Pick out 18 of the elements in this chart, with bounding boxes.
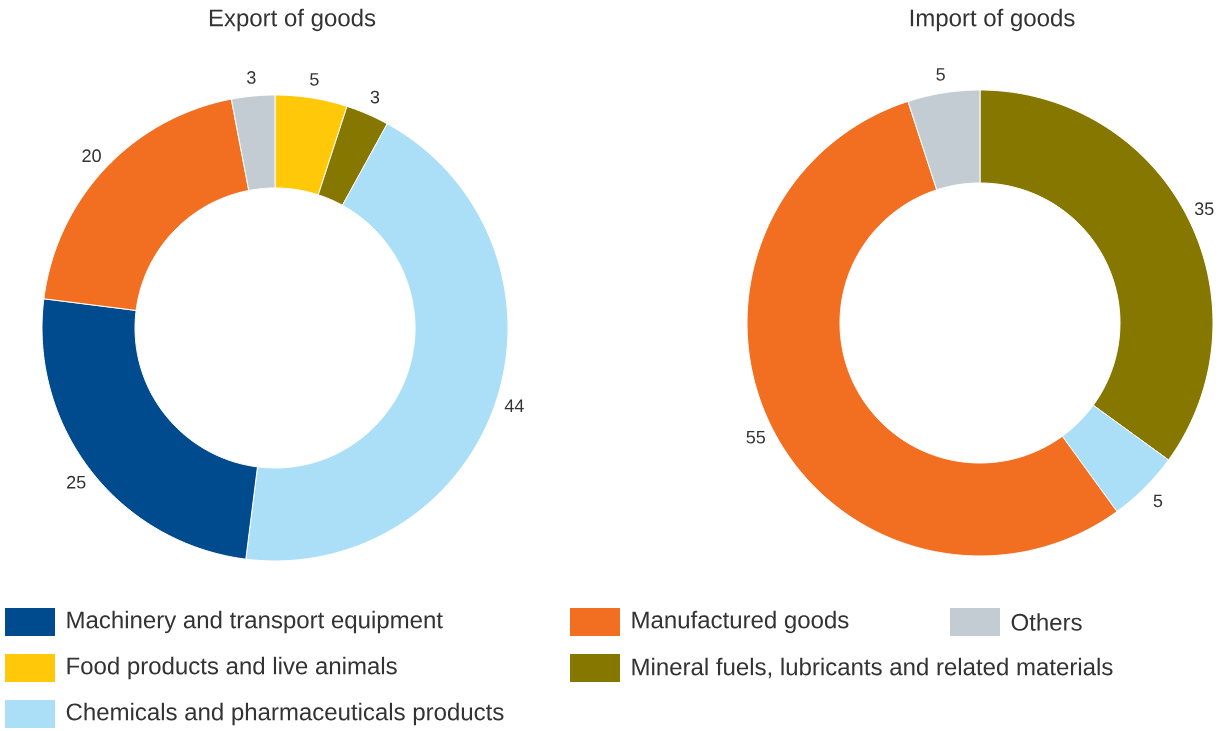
data-label: 55 [746, 430, 766, 444]
data-label: 3 [370, 90, 380, 104]
data-label: 5 [310, 73, 319, 86]
data-label: 20 [82, 149, 101, 163]
legend-label: Mineral fuels, lubricants and related materials [632, 657, 1113, 679]
chart-title: Export of goods [209, 8, 376, 32]
legend-label: Machinery and transport equipment [67, 610, 443, 634]
data-label: 25 [67, 475, 86, 489]
legend-label: Manufactured goods [632, 610, 849, 634]
legend-label: Others [1011, 613, 1082, 631]
chart-title: Import of goods [910, 8, 1075, 32]
data-label: 5 [936, 68, 945, 81]
legend-label: Food products and live animals [67, 656, 397, 680]
data-label: 44 [504, 399, 524, 412]
data-label: 35 [1194, 202, 1214, 216]
data-label: 5 [1153, 494, 1163, 508]
data-label: 3 [247, 71, 256, 84]
legend-label: Chemicals and pharmaceuticals products [66, 702, 504, 726]
